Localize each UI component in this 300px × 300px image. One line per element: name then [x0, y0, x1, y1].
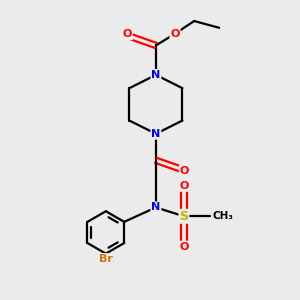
Text: O: O	[180, 166, 189, 176]
Text: O: O	[179, 181, 188, 191]
Text: O: O	[170, 29, 180, 39]
Text: O: O	[123, 29, 132, 39]
Text: S: S	[179, 210, 188, 223]
Text: O: O	[179, 242, 188, 252]
Text: Br: Br	[99, 254, 113, 264]
Text: CH₃: CH₃	[213, 211, 234, 221]
Text: N: N	[151, 129, 160, 139]
Text: N: N	[151, 70, 160, 80]
Text: N: N	[151, 202, 160, 212]
